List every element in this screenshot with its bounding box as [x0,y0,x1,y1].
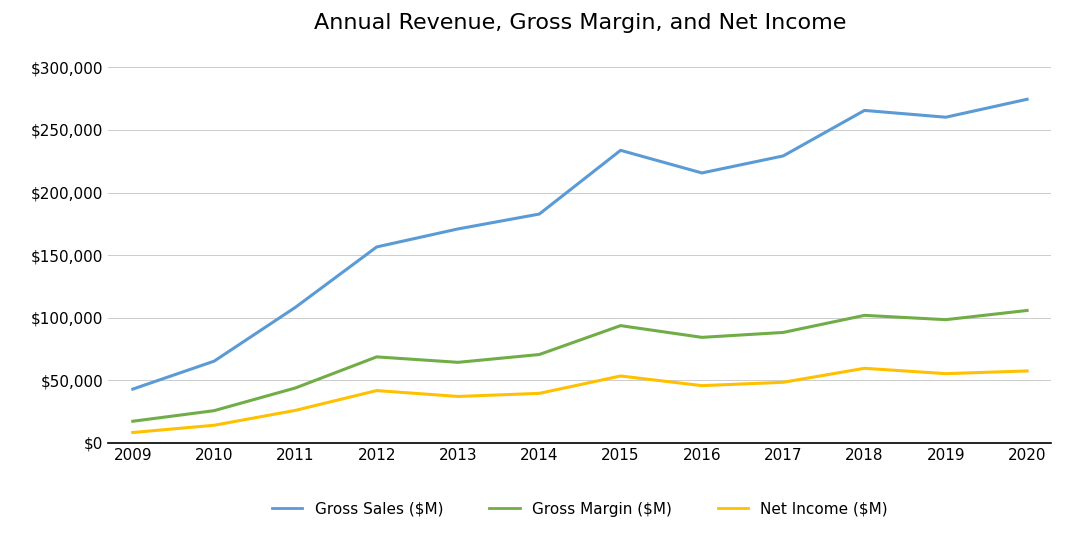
Net Income ($M) [371,387,384,394]
Net Income ($M) [940,370,953,377]
Line: Net Income ($M): Net Income ($M) [133,368,1027,433]
Gross Margin ($M) [857,312,870,319]
Net Income ($M) [451,393,464,400]
Gross Margin ($M) [1020,307,1033,314]
Net Income ($M) [614,373,627,379]
Gross Sales ($M) [614,147,627,153]
Net Income ($M) [207,422,220,429]
Net Income ($M) [695,382,708,389]
Net Income ($M) [288,407,301,414]
Net Income ($M) [857,365,870,372]
Net Income ($M) [777,379,790,386]
Legend: Gross Sales ($M), Gross Margin ($M), Net Income ($M): Gross Sales ($M), Gross Margin ($M), Net… [272,502,888,517]
Gross Sales ($M) [451,226,464,232]
Gross Margin ($M) [533,352,546,358]
Gross Sales ($M) [940,114,953,120]
Net Income ($M) [1020,368,1033,374]
Gross Sales ($M) [695,170,708,176]
Gross Margin ($M) [127,418,140,424]
Gross Sales ($M) [777,153,790,159]
Gross Margin ($M) [288,384,301,391]
Title: Annual Revenue, Gross Margin, and Net Income: Annual Revenue, Gross Margin, and Net In… [313,13,847,33]
Line: Gross Sales ($M): Gross Sales ($M) [133,99,1027,389]
Gross Sales ($M) [127,386,140,393]
Gross Sales ($M) [857,107,870,113]
Gross Margin ($M) [695,334,708,341]
Gross Sales ($M) [371,244,384,250]
Net Income ($M) [127,429,140,436]
Gross Margin ($M) [207,407,220,414]
Net Income ($M) [533,390,546,396]
Line: Gross Margin ($M): Gross Margin ($M) [133,310,1027,421]
Gross Margin ($M) [451,359,464,366]
Gross Sales ($M) [207,358,220,365]
Gross Sales ($M) [288,304,301,310]
Gross Margin ($M) [940,316,953,323]
Gross Sales ($M) [533,211,546,217]
Gross Margin ($M) [614,322,627,329]
Gross Margin ($M) [371,354,384,360]
Gross Margin ($M) [777,329,790,336]
Gross Sales ($M) [1020,96,1033,103]
